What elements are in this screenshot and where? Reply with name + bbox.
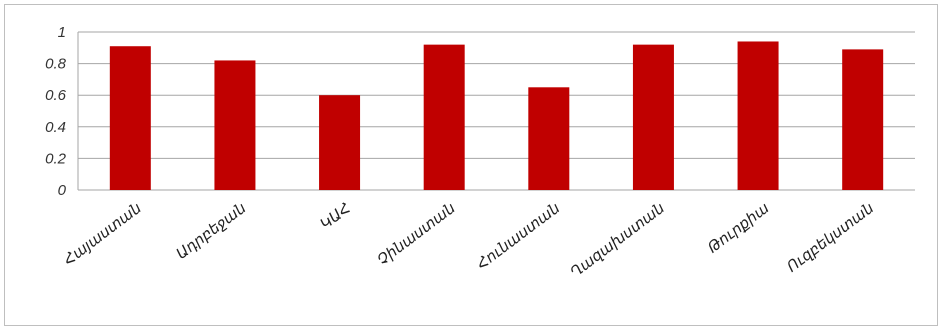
bar-6	[737, 41, 779, 191]
y-tick-label: 1	[58, 24, 66, 41]
x-tick-label: Չինաստան	[374, 199, 459, 269]
bars	[109, 41, 884, 191]
bar-7	[842, 49, 884, 190]
y-tick-label: 0	[58, 182, 67, 199]
x-tick-label: Ուզբեկստան	[783, 199, 877, 276]
bar-5	[632, 44, 674, 190]
x-tick-label: Հունաստան	[473, 199, 563, 273]
gridlines	[77, 31, 915, 191]
chart-frame	[4, 4, 938, 326]
x-tick-label: Ադրբեջան	[173, 199, 250, 263]
y-tick-label: 0.2	[45, 150, 67, 167]
y-tick-labels: 0 0.2 0.4 0.6 0.8 1	[45, 24, 67, 199]
y-tick-label: 0.8	[45, 56, 67, 73]
bar-2	[319, 95, 361, 190]
bar-1	[214, 60, 256, 190]
x-tick-label: Ղազախստան	[567, 199, 668, 281]
bar-4	[528, 87, 570, 190]
y-tick-label: 0.4	[45, 119, 66, 136]
bar-0	[109, 46, 151, 190]
x-tick-label: ԿԱՀ	[317, 199, 355, 234]
y-tick-label: 0.6	[45, 87, 67, 104]
x-tick-label: Թուրքիա	[704, 199, 772, 257]
bar-3	[423, 44, 465, 190]
x-tick-label: Հայաստան	[60, 199, 145, 269]
x-tick-labels: Հայաստան Ադրբեջան ԿԱՀ Չինաստան Հունաստան Ղազա…	[60, 199, 877, 282]
